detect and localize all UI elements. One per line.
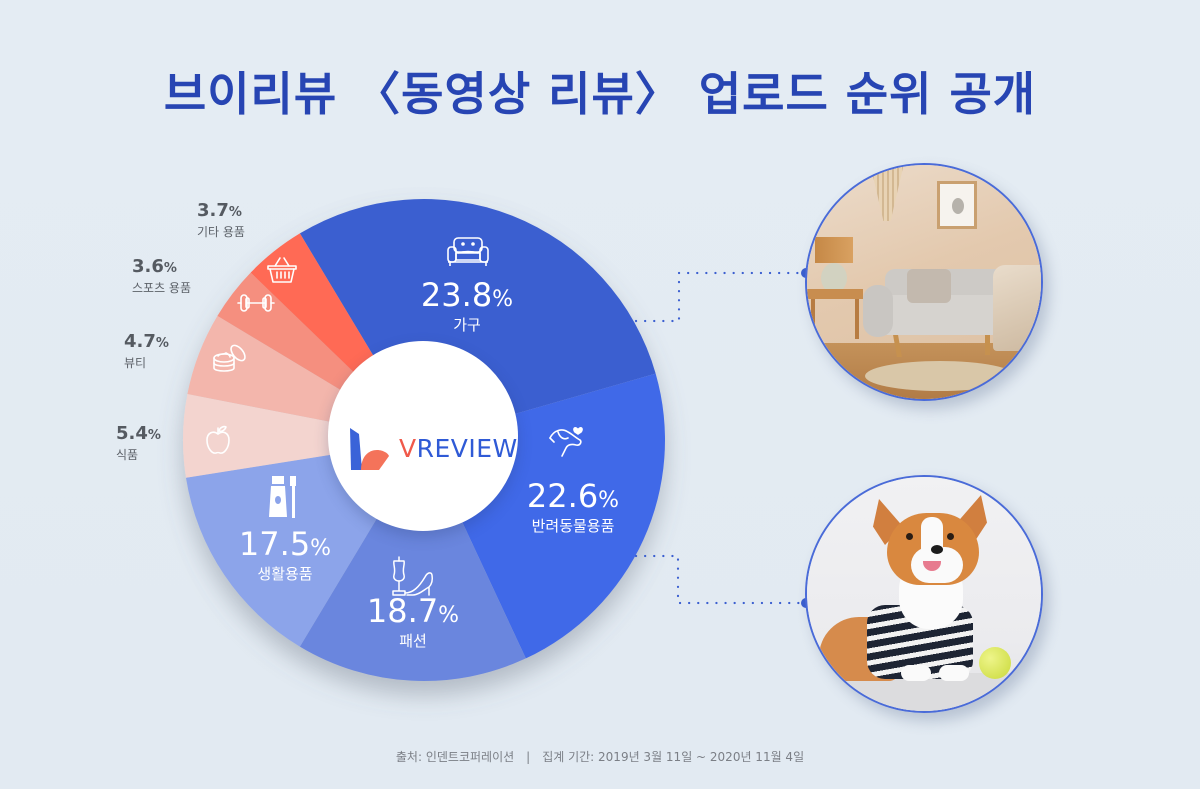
apple-icon: [206, 425, 230, 454]
slice-label-living: 17.5% 생활용품: [238, 525, 332, 583]
dog-paw-right: [939, 665, 969, 681]
cushion: [907, 269, 951, 303]
furniture-photo: [805, 163, 1043, 401]
slice-label-beauty: 4.7% 뷰티: [124, 331, 169, 370]
vreview-logo: VREVIEW: [349, 426, 517, 472]
tennis-ball: [979, 647, 1011, 679]
pie-slice: [183, 394, 424, 478]
slice-label-pet: 22.6% 반려동물용품: [526, 477, 620, 535]
connector-pet: [634, 554, 808, 605]
throw-blanket: [993, 265, 1041, 351]
cosmetic-jar-icon: [213, 344, 246, 372]
toothpaste-brush-icon: [269, 476, 296, 518]
lamp-base: [821, 263, 847, 293]
lamp-shade: [815, 237, 853, 263]
slice-label-etc: 3.7% 기타 용품: [197, 200, 245, 239]
slice-label-furniture: 23.8% 가구: [420, 276, 514, 334]
side-table: [807, 289, 863, 299]
mannequin-heel-icon: [392, 556, 433, 596]
dog-heart-icon: [549, 427, 583, 457]
rug: [865, 361, 1015, 391]
slice-label-sports: 3.6% 스포츠 용품: [132, 256, 192, 295]
slice-label-fashion: 18.7% 패션: [366, 592, 460, 650]
page-title: 브이리뷰 〈동영상 리뷰〉 업로드 순위 공개: [163, 67, 1037, 121]
dog-paw-left: [901, 665, 931, 681]
basket-icon: [267, 257, 297, 283]
vreview-logo-mark-icon: [350, 428, 389, 470]
sofa-icon: [447, 237, 489, 266]
connector-furniture: [634, 271, 808, 323]
footer-divider: |: [526, 750, 531, 764]
footer-source: 출처: 인덴트코퍼레이션 | 집계 기간: 2019년 3월 11일 ~ 2020년…: [0, 748, 1200, 765]
bird-frame: [937, 181, 977, 229]
source-text: 출처: 인덴트코퍼레이션: [395, 750, 515, 764]
slice-label-food: 5.4% 식품: [116, 423, 161, 462]
vreview-logo-text: VREVIEW: [399, 434, 518, 463]
pie-slice: [299, 440, 526, 682]
dumbbell-icon: [237, 294, 275, 312]
donut-center: [328, 341, 518, 531]
dog-tongue: [923, 561, 941, 571]
period-text: 집계 기간: 2019년 3월 11일 ~ 2020년 11월 4일: [542, 750, 805, 764]
pet-photo: [805, 475, 1043, 713]
dog-nose: [931, 545, 943, 554]
sofa-arm: [863, 285, 893, 337]
